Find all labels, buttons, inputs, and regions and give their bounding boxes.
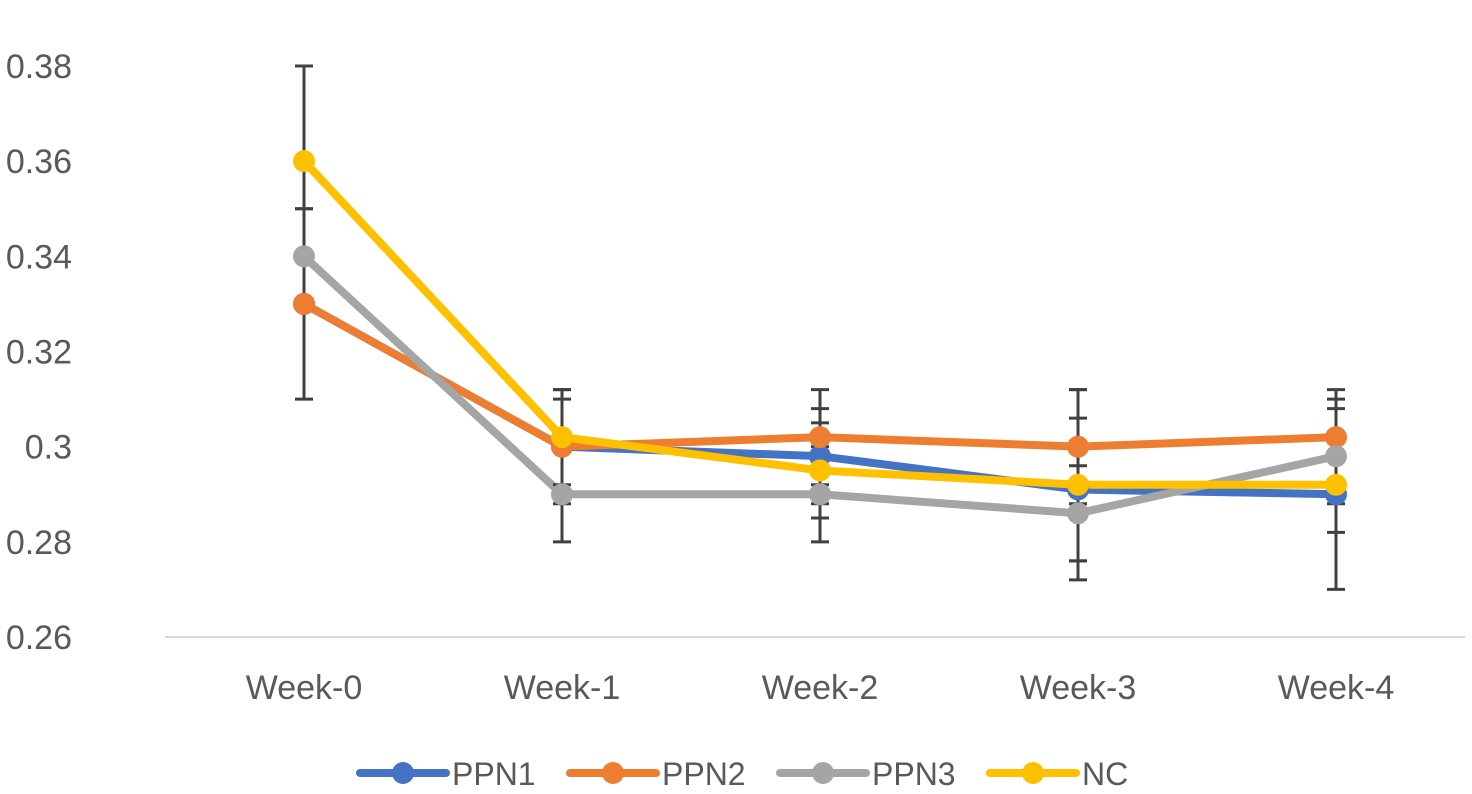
y-axis: 0.38 0.36 0.34 0.32 0.3 0.28 0.26 — [6, 48, 72, 657]
data-point-ppn3 — [809, 483, 831, 506]
x-axis: Week-0 Week-1 Week-2 Week-3 Week-4 — [165, 636, 1465, 707]
data-point-nc — [293, 150, 315, 173]
x-tick-label-week-3: Week-3 — [1020, 669, 1137, 707]
legend-swatch-marker — [602, 762, 624, 784]
data-point-ppn3 — [1325, 445, 1347, 468]
data-point-ppn2 — [293, 292, 315, 315]
y-tick-label: 0.36 — [6, 143, 72, 181]
data-point-nc — [809, 459, 831, 482]
y-tick-label: 0.3 — [25, 429, 72, 467]
x-tick-label-week-2: Week-2 — [762, 669, 879, 707]
error-bars — [295, 64, 1345, 591]
data-point-nc — [1067, 473, 1089, 496]
x-tick-label-week-1: Week-1 — [504, 669, 621, 707]
legend-label: PPN3 — [872, 756, 956, 792]
y-tick-label: 0.34 — [6, 238, 72, 276]
legend-label: NC — [1082, 756, 1128, 792]
data-point-ppn2 — [809, 426, 831, 449]
data-point-ppn2 — [1067, 435, 1089, 458]
legend-item-ppn1: PPN1 — [356, 756, 536, 792]
legend-swatch-marker — [812, 762, 834, 784]
data-point-nc — [1325, 473, 1347, 496]
y-tick-label: 0.38 — [6, 48, 72, 86]
legend-label: PPN1 — [452, 756, 536, 792]
data-point-ppn3 — [551, 483, 573, 506]
x-tick-label-week-0: Week-0 — [246, 669, 363, 707]
data-point-ppn3 — [1067, 502, 1089, 525]
legend-swatch-marker — [392, 762, 414, 784]
data-point-nc — [551, 426, 573, 449]
legend-swatch-marker — [1022, 762, 1044, 784]
data-point-ppn3 — [293, 245, 315, 268]
legend-item-nc: NC — [986, 756, 1128, 792]
legend-item-ppn3: PPN3 — [776, 756, 956, 792]
y-tick-label: 0.26 — [6, 619, 72, 657]
y-tick-label: 0.32 — [6, 334, 72, 372]
x-tick-label-week-4: Week-4 — [1278, 669, 1395, 707]
series-markers — [293, 150, 1347, 525]
y-tick-label: 0.28 — [6, 524, 72, 562]
legend-label: PPN2 — [662, 756, 746, 792]
legend: PPN1 PPN2 PPN3 NC — [356, 756, 1128, 792]
legend-item-ppn2: PPN2 — [566, 756, 746, 792]
data-point-ppn2 — [1325, 426, 1347, 449]
